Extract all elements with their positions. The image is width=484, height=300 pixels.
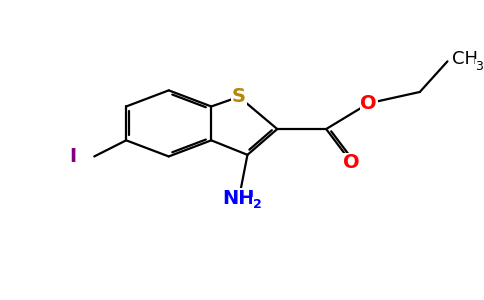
Text: NH: NH bbox=[223, 189, 255, 208]
Text: I: I bbox=[69, 147, 76, 166]
Text: 3: 3 bbox=[475, 60, 484, 73]
Text: CH: CH bbox=[452, 50, 478, 68]
Text: O: O bbox=[361, 94, 377, 113]
Text: 2: 2 bbox=[253, 198, 262, 211]
Text: O: O bbox=[344, 153, 360, 172]
Text: S: S bbox=[232, 87, 246, 106]
